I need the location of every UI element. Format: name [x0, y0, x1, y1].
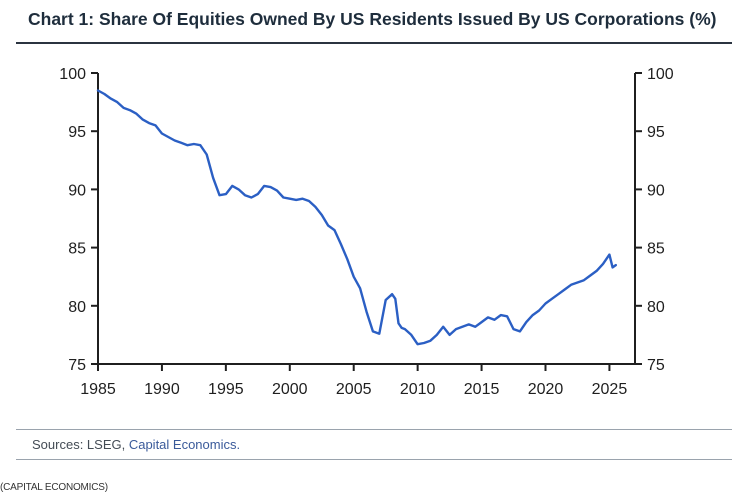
y-tick-label-right: 80 — [647, 299, 665, 316]
y-tick-label-right: 90 — [647, 182, 665, 199]
x-tick-label: 2010 — [400, 381, 436, 398]
chart-panel: Chart 1: Share Of Equities Owned By US R… — [16, 0, 732, 475]
y-tick-label-right: 75 — [647, 357, 665, 374]
chart-title: Chart 1: Share Of Equities Owned By US R… — [28, 9, 717, 29]
y-tick-label-left: 80 — [68, 299, 86, 316]
y-tick-label-left: 95 — [68, 124, 86, 141]
x-tick-label: 2025 — [592, 381, 628, 398]
x-tick-label: 2000 — [272, 381, 308, 398]
x-tick-label: 2005 — [336, 381, 372, 398]
y-tick-label-right: 95 — [647, 124, 665, 141]
data-line-series — [96, 89, 617, 346]
y-tick-label-left: 100 — [59, 66, 86, 83]
sources-prefix: Sources: LSEG, — [32, 437, 129, 452]
chart-axes: 75 75 80 80 85 85 90 90 95 95 100 100 1985 1990 1995 20… — [59, 66, 674, 398]
y-tick-label-right: 100 — [647, 66, 674, 83]
sources-note: Sources: LSEG, Capital Economics. — [32, 437, 240, 452]
title-divider — [16, 42, 732, 44]
x-tick-label: 1990 — [144, 381, 180, 398]
sources-divider — [16, 429, 732, 430]
y-tick-label-left: 90 — [68, 182, 86, 199]
y-tick-label-right: 85 — [647, 241, 665, 258]
panel-bottom-divider — [16, 459, 732, 460]
y-tick-label-left: 75 — [68, 357, 86, 374]
x-tick-label: 1995 — [208, 381, 244, 398]
x-tick-label: 2015 — [464, 381, 500, 398]
x-tick-label: 2020 — [528, 381, 564, 398]
x-tick-label: 1985 — [80, 381, 116, 398]
chart-marks — [96, 89, 617, 346]
y-tick-label-left: 85 — [68, 241, 86, 258]
line-chart: 75 75 80 80 85 85 90 90 95 95 100 100 1985 1990 1995 20… — [59, 66, 674, 398]
image-caption: (CAPITAL ECONOMICS) — [0, 482, 108, 493]
sources-link[interactable]: Capital Economics. — [128, 437, 241, 452]
